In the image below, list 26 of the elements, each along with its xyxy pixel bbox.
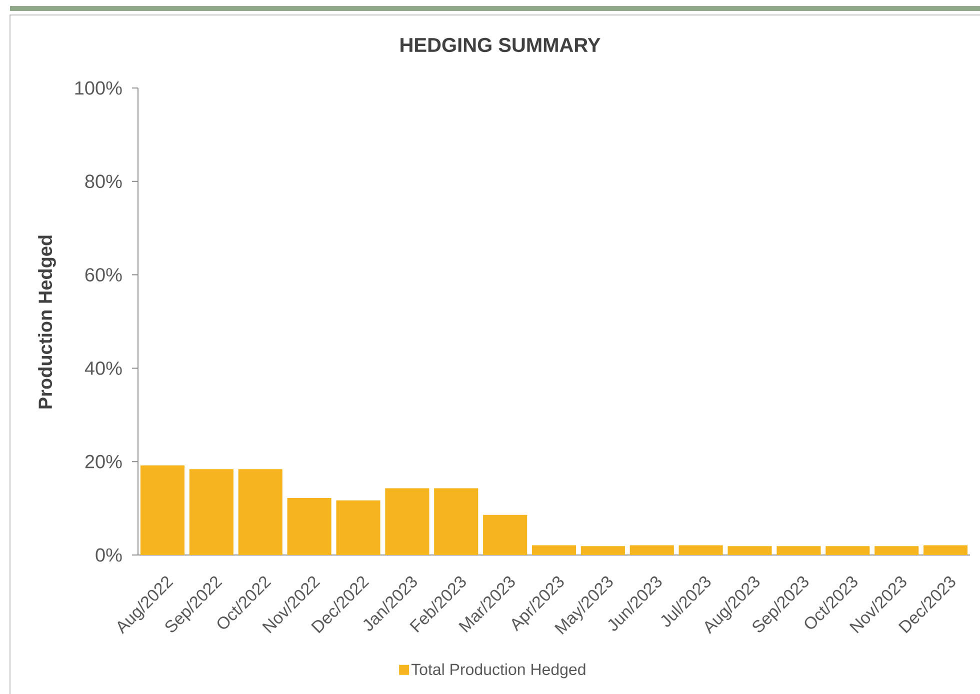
y-tick-label: 60% bbox=[85, 268, 122, 282]
bar bbox=[874, 546, 919, 555]
bar bbox=[385, 488, 430, 555]
y-axis-title: Production Hedged bbox=[38, 236, 56, 408]
bar bbox=[924, 545, 968, 555]
bar bbox=[140, 465, 184, 555]
legend-label: Total Production Hedged bbox=[411, 663, 586, 678]
bar bbox=[238, 469, 282, 555]
bar bbox=[776, 546, 821, 555]
bar bbox=[580, 546, 625, 555]
bar bbox=[630, 545, 674, 555]
y-tick-label: 80% bbox=[85, 174, 122, 188]
chart-title: HEDGING SUMMARY bbox=[400, 38, 600, 52]
bar bbox=[532, 545, 576, 555]
y-tick-label: 20% bbox=[85, 454, 122, 468]
bar bbox=[287, 498, 332, 555]
bar bbox=[728, 546, 772, 555]
bar bbox=[336, 500, 380, 555]
y-tick-label: 100% bbox=[75, 81, 122, 95]
bar bbox=[483, 514, 528, 555]
bar bbox=[678, 545, 723, 555]
bar bbox=[434, 488, 478, 555]
bar bbox=[826, 546, 870, 555]
y-tick-label: 40% bbox=[84, 361, 122, 375]
bar bbox=[189, 469, 234, 555]
y-tick-label: 0% bbox=[96, 548, 122, 562]
